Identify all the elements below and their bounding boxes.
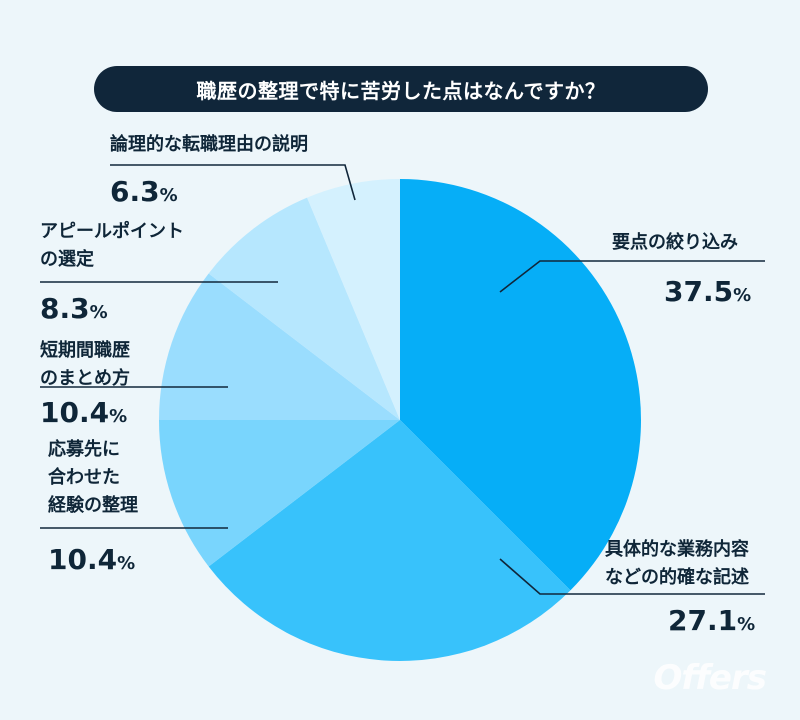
value-slice-0: 37.5% bbox=[664, 276, 751, 312]
pie-slice-5 bbox=[307, 179, 400, 420]
label-slice-5-line-0: 論理的な転職理由の説明 bbox=[110, 134, 308, 155]
value-slice-4: 8.3% bbox=[40, 293, 108, 329]
value-slice-0-number: 37.5 bbox=[664, 275, 734, 308]
pie-slice-3 bbox=[159, 273, 400, 420]
offers-logo: Offers bbox=[653, 658, 767, 698]
value-slice-4-number: 8.3 bbox=[40, 292, 90, 325]
label-slice-2-line-1: 合わせた bbox=[48, 467, 120, 488]
label-slice-4-line-1: の選定 bbox=[40, 249, 94, 270]
chart-title: 職歴の整理で特に苦労した点はなんですか？ bbox=[94, 66, 708, 112]
label-slice-3-line-0: 短期間職歴 bbox=[40, 340, 130, 361]
leader-line-1 bbox=[499, 558, 765, 595]
label-slice-4-line-0: アピールポイント bbox=[40, 221, 184, 242]
pie-slice-2 bbox=[159, 420, 400, 567]
value-slice-5-number: 6.3 bbox=[110, 175, 160, 208]
label-slice-5: 論理的な転職理由の説明 bbox=[110, 131, 308, 159]
label-slice-0: 要点の絞り込み bbox=[612, 229, 738, 257]
value-slice-1-unit: % bbox=[737, 614, 756, 635]
label-slice-2-line-2: 経験の整理 bbox=[48, 495, 138, 516]
label-slice-2-line-0: 応募先に bbox=[48, 439, 120, 460]
label-slice-2: 応募先に 合わせた 経験の整理 bbox=[48, 436, 138, 520]
value-slice-3: 10.4% bbox=[40, 397, 127, 433]
pie-slice-0 bbox=[400, 179, 641, 591]
value-slice-1: 27.1% bbox=[668, 605, 755, 641]
label-slice-4: アピールポイント の選定 bbox=[40, 218, 184, 274]
label-slice-1-line-0: 具体的な業務内容 bbox=[605, 539, 749, 560]
value-slice-3-unit: % bbox=[109, 406, 128, 427]
label-slice-1-line-1: などの的確な記述 bbox=[605, 567, 749, 588]
leader-line-0 bbox=[499, 260, 765, 293]
label-slice-1: 具体的な業務内容 などの的確な記述 bbox=[605, 536, 749, 592]
value-slice-5: 6.3% bbox=[110, 176, 178, 212]
pie-slice-1 bbox=[208, 420, 571, 661]
label-slice-0-line-0: 要点の絞り込み bbox=[612, 232, 738, 253]
value-slice-2-number: 10.4 bbox=[48, 543, 118, 576]
label-slice-3-line-1: のまとめ方 bbox=[40, 368, 130, 389]
value-slice-5-unit: % bbox=[159, 185, 178, 206]
value-slice-2-unit: % bbox=[117, 553, 136, 574]
value-slice-2: 10.4% bbox=[48, 544, 135, 580]
value-slice-4-unit: % bbox=[89, 302, 108, 323]
leader-line-5 bbox=[110, 164, 356, 201]
value-slice-0-unit: % bbox=[733, 285, 752, 306]
value-slice-3-number: 10.4 bbox=[40, 396, 110, 429]
value-slice-1-number: 27.1 bbox=[668, 604, 738, 637]
label-slice-3: 短期間職歴 のまとめ方 bbox=[40, 337, 130, 393]
pie-slice-4 bbox=[208, 197, 400, 420]
